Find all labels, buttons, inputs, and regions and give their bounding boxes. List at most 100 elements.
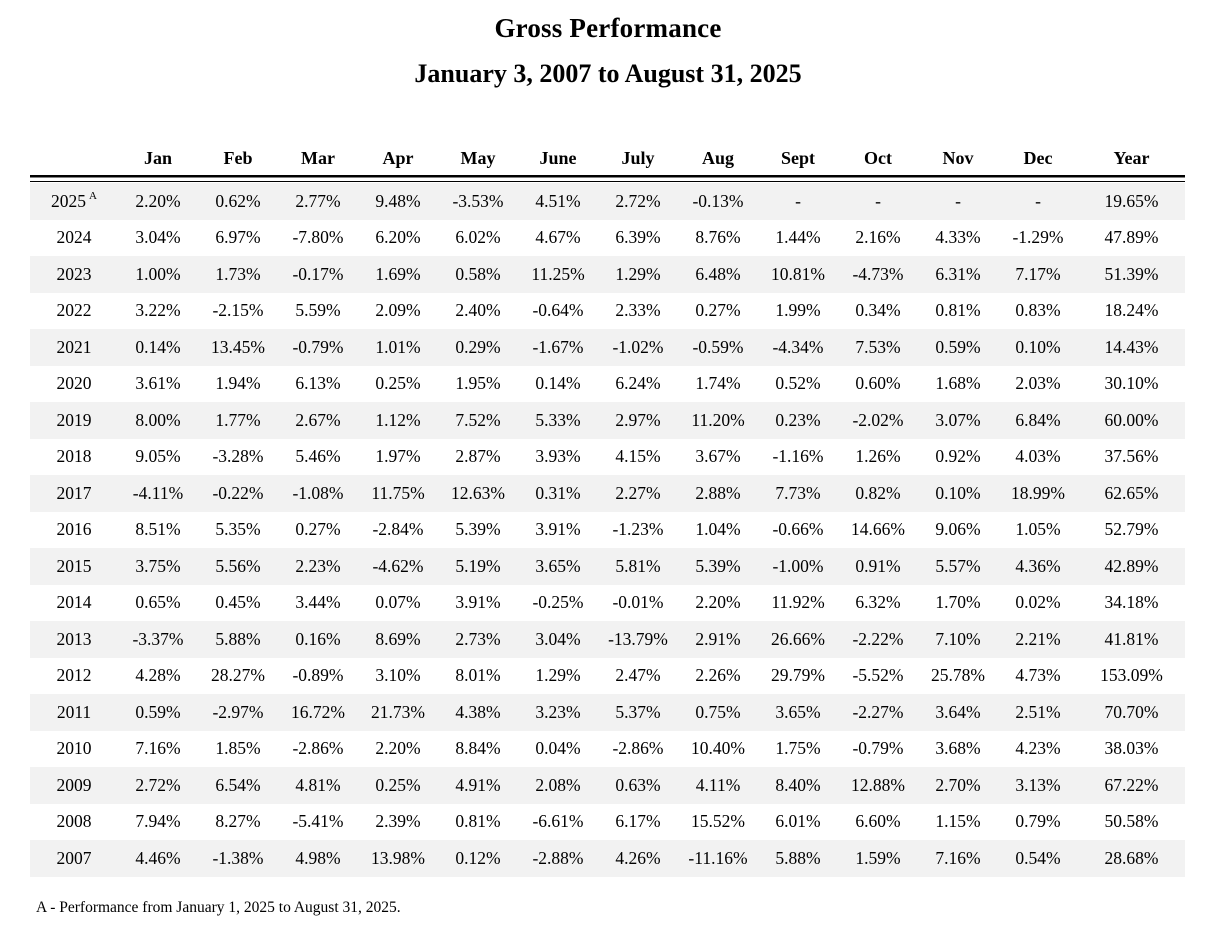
value-cell: 1.94% xyxy=(215,373,261,394)
value-cell: 4.36% xyxy=(1015,555,1061,576)
value-cell: 47.89% xyxy=(1104,227,1159,248)
value-cell: 3.65% xyxy=(775,701,821,722)
footnote: A - Performance from January 1, 2025 to … xyxy=(36,898,401,916)
value-cell: 13.45% xyxy=(211,336,265,357)
value-cell: 0.45% xyxy=(215,592,261,613)
value-cell: 4.28% xyxy=(135,665,181,686)
table-row: 2013 -3.37% 5.88% 0.16% 8.69% 2.73% 3.04% -13.7… xyxy=(30,621,1185,658)
value-cell: 0.14% xyxy=(535,373,581,394)
value-cell: 0.34% xyxy=(855,300,901,321)
value-cell: 0.79% xyxy=(1015,811,1061,832)
value-cell: 1.44% xyxy=(775,227,821,248)
value-cell: 5.81% xyxy=(615,555,661,576)
value-cell: 1.01% xyxy=(375,336,421,357)
value-cell: 1.05% xyxy=(1015,519,1061,540)
table-row: 2012 4.28% 28.27% -0.89% 3.10% 8.01% 1.29% 2.47… xyxy=(30,658,1185,695)
value-cell: 4.33% xyxy=(935,227,981,248)
value-cell: 10.81% xyxy=(771,263,825,284)
value-cell: 15.52% xyxy=(691,811,745,832)
table-row: 2017 -4.11% -0.22% -1.08% 11.75% 12.63% 0.31% 2… xyxy=(30,475,1185,512)
year-cell: 2025 A xyxy=(30,183,118,220)
year-cell: 2017 xyxy=(30,475,118,512)
value-cell: 4.46% xyxy=(135,847,181,868)
value-cell: 1.59% xyxy=(855,847,901,868)
value-cell: 2.67% xyxy=(295,409,341,430)
table-row: 2015 3.75% 5.56% 2.23% -4.62% 5.19% 3.65% 5.81%… xyxy=(30,548,1185,585)
value-cell: -0.25% xyxy=(532,592,584,613)
value-cell: 2.33% xyxy=(615,300,661,321)
year-cell: 2009 xyxy=(30,767,118,804)
value-cell: 11.92% xyxy=(771,592,825,613)
value-cell: -0.79% xyxy=(292,336,344,357)
year-label: 2025 xyxy=(51,190,87,211)
value-cell: 5.39% xyxy=(695,555,741,576)
performance-table: Jan Feb Mar Apr May June July Aug Sept Oct Nov Dec Y… xyxy=(30,139,1185,877)
value-cell: 3.68% xyxy=(935,738,981,759)
year-label: 2016 xyxy=(56,519,92,540)
year-label: 2012 xyxy=(56,665,92,686)
year-label: 2017 xyxy=(56,482,92,503)
value-cell: 14.43% xyxy=(1104,336,1159,357)
value-cell: 3.07% xyxy=(935,409,981,430)
value-cell: 8.69% xyxy=(375,628,421,649)
table-row: 2021 0.14% 13.45% -0.79% 1.01% 0.29% -1.67% -1.… xyxy=(30,329,1185,366)
table-row: 2007 4.46% -1.38% 4.98% 13.98% 0.12% -2.88% 4.2… xyxy=(30,840,1185,877)
value-cell: 2.21% xyxy=(1015,628,1061,649)
table-row: 2022 3.22% -2.15% 5.59% 2.09% 2.40% -0.64% 2.33… xyxy=(30,293,1185,330)
column-header-nov: Nov xyxy=(942,148,974,168)
value-cell: 2.08% xyxy=(535,774,581,795)
value-cell: 0.63% xyxy=(615,774,661,795)
value-cell: 2.40% xyxy=(455,300,501,321)
value-cell: - xyxy=(795,190,801,211)
value-cell: 0.59% xyxy=(135,701,181,722)
value-cell: -7.80% xyxy=(292,227,344,248)
value-cell: 0.91% xyxy=(855,555,901,576)
value-cell: 5.88% xyxy=(215,628,261,649)
value-cell: 4.03% xyxy=(1015,446,1061,467)
value-cell: -2.02% xyxy=(852,409,904,430)
table-row: 2023 1.00% 1.73% -0.17% 1.69% 0.58% 11.25% 1.29… xyxy=(30,256,1185,293)
column-header-apr: Apr xyxy=(382,148,414,168)
value-cell: 3.91% xyxy=(535,519,581,540)
value-cell: 6.60% xyxy=(855,811,901,832)
value-cell: -2.86% xyxy=(292,738,344,759)
value-cell: 7.10% xyxy=(935,628,981,649)
value-cell: 2.16% xyxy=(855,227,901,248)
year-label: 2010 xyxy=(56,738,92,759)
value-cell: 4.11% xyxy=(695,774,741,795)
value-cell: 1.12% xyxy=(375,409,421,430)
value-cell: 2.20% xyxy=(135,190,181,211)
value-cell: 2.72% xyxy=(615,190,661,211)
value-cell: 0.54% xyxy=(1015,847,1061,868)
value-cell: 67.22% xyxy=(1104,774,1159,795)
value-cell: 2.87% xyxy=(455,446,501,467)
value-cell: 5.46% xyxy=(295,446,341,467)
value-cell: -5.41% xyxy=(292,811,344,832)
value-cell: 2.23% xyxy=(295,555,341,576)
value-cell: 0.27% xyxy=(695,300,741,321)
value-cell: 3.75% xyxy=(135,555,181,576)
value-cell: 2.72% xyxy=(135,774,181,795)
column-header-year: Year xyxy=(1113,148,1150,168)
year-label: 2024 xyxy=(56,227,92,248)
value-cell: 2.20% xyxy=(375,738,421,759)
value-cell: 1.68% xyxy=(935,373,981,394)
value-cell: 51.39% xyxy=(1104,263,1159,284)
value-cell: 3.67% xyxy=(695,446,741,467)
value-cell: 62.65% xyxy=(1104,482,1159,503)
year-label: 2015 xyxy=(56,555,92,576)
table-row: 2010 7.16% 1.85% -2.86% 2.20% 8.84% 0.04% -2.86… xyxy=(30,731,1185,768)
value-cell: -2.84% xyxy=(372,519,424,540)
value-cell: -3.53% xyxy=(452,190,504,211)
value-cell: 0.12% xyxy=(455,847,501,868)
value-cell: 9.05% xyxy=(135,446,181,467)
table-row: 2008 7.94% 8.27% -5.41% 2.39% 0.81% -6.61% 6.17… xyxy=(30,804,1185,841)
value-cell: 0.10% xyxy=(1015,336,1061,357)
value-cell: 4.67% xyxy=(535,227,581,248)
value-cell: -1.16% xyxy=(772,446,824,467)
value-cell: 3.65% xyxy=(535,555,581,576)
value-cell: 2.39% xyxy=(375,811,421,832)
value-cell: -1.29% xyxy=(1012,227,1064,248)
value-cell: 0.25% xyxy=(375,373,421,394)
year-label: 2018 xyxy=(56,446,92,467)
